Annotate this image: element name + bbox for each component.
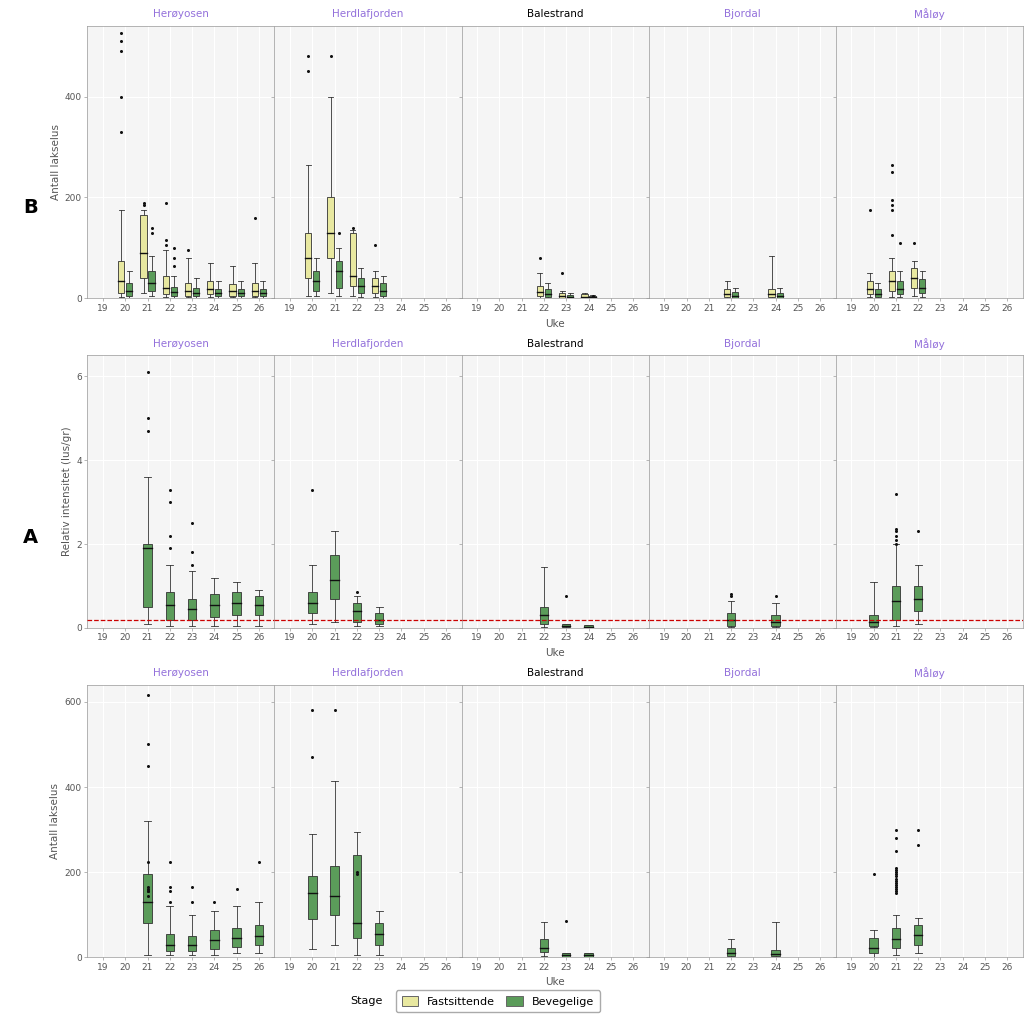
Bar [118,261,124,293]
Bar [237,290,244,296]
Bar [210,929,219,949]
Bar [232,592,241,616]
Text: Herøyosen: Herøyosen [153,9,209,20]
Bar [891,928,901,948]
Bar [582,294,588,298]
Bar [724,290,730,297]
Legend: Fastsittende, Bevegelige: Fastsittende, Bevegelige [396,990,599,1012]
Bar [171,288,177,296]
Bar [188,598,196,620]
Bar [732,292,738,298]
Bar [305,233,311,278]
Bar [188,936,196,951]
Text: Bjordal: Bjordal [724,339,761,349]
Text: Måløy: Måløy [914,668,945,679]
Bar [353,602,361,622]
Bar [335,261,341,289]
Text: Herøyosen: Herøyosen [153,669,209,678]
Text: Herdlafjorden: Herdlafjorden [332,9,404,20]
Y-axis label: Antall lakselus: Antall lakselus [50,124,61,200]
Bar [889,271,895,291]
Bar [567,295,574,298]
Bar [562,953,571,956]
Bar [540,607,548,624]
Bar [141,215,147,278]
Text: Herøyosen: Herøyosen [153,339,209,349]
Bar [562,624,571,627]
Bar [330,866,339,915]
Y-axis label: Relativ intensitet (lus/gr): Relativ intensitet (lus/gr) [62,426,72,557]
Bar [584,625,593,627]
Bar [255,596,263,616]
Text: Bjordal: Bjordal [724,669,761,678]
Bar [589,296,595,298]
X-axis label: Uke: Uke [545,319,565,328]
Bar [166,592,174,620]
Bar [870,938,878,953]
Text: A: A [24,528,38,546]
Bar [776,293,782,298]
Bar [914,925,922,945]
Bar [891,586,901,620]
Bar [330,555,339,598]
Bar [896,280,903,294]
Text: B: B [24,198,38,217]
Bar [314,271,320,291]
Bar [537,286,543,296]
Bar [255,925,263,945]
Text: Herdlafjorden: Herdlafjorden [332,669,404,678]
Bar [540,940,548,952]
Bar [919,279,925,293]
Bar [353,855,361,938]
Bar [559,293,565,298]
Bar [375,613,383,624]
Bar [350,233,356,286]
Text: Herdlafjorden: Herdlafjorden [332,339,404,349]
Bar [769,290,775,297]
Text: Balestrand: Balestrand [527,339,583,349]
X-axis label: Uke: Uke [545,977,565,987]
Bar [545,290,551,297]
Bar [867,280,873,294]
X-axis label: Uke: Uke [545,648,565,658]
Bar [148,271,154,291]
Bar [185,284,191,296]
Bar [358,278,364,293]
Bar [914,586,922,611]
Bar [584,953,593,956]
Text: Balestrand: Balestrand [527,9,583,20]
Text: Måløy: Måløy [914,338,945,350]
Y-axis label: Antall lakselus: Antall lakselus [50,783,61,859]
Bar [771,950,780,956]
Bar [143,875,152,923]
Bar [375,923,383,945]
Bar [727,948,735,956]
Bar [727,613,735,626]
Bar [870,616,878,626]
Bar [308,877,317,919]
Bar [308,592,317,613]
Bar [166,934,174,951]
Bar [875,290,881,297]
Bar [372,278,378,293]
Bar [210,594,219,618]
Bar [143,544,152,607]
Bar [215,290,221,296]
Text: Balestrand: Balestrand [527,669,583,678]
Bar [380,284,387,296]
Bar [229,285,235,296]
Text: Måløy: Måløy [914,8,945,21]
Bar [911,268,917,289]
Bar [126,284,133,296]
Text: Stage: Stage [351,997,382,1006]
Bar [208,280,214,294]
Bar [252,284,258,296]
Bar [771,616,780,626]
Text: Bjordal: Bjordal [724,9,761,20]
Bar [328,198,334,258]
Bar [162,275,169,294]
Bar [232,927,241,947]
Bar [260,290,266,296]
Bar [193,289,199,296]
